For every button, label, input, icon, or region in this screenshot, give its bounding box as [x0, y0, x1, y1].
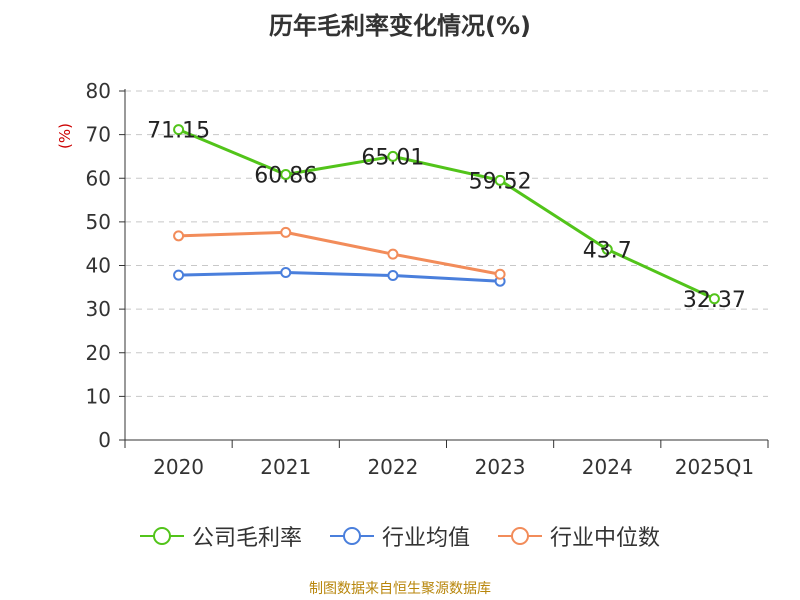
- x-tick-label-2021: 2021: [260, 455, 311, 479]
- data-label-2025Q1: 32.37: [683, 288, 746, 313]
- series-line-2: [178, 230, 501, 276]
- x-tick-label-2024: 2024: [582, 455, 633, 479]
- data-label-2021: 60.86: [254, 163, 317, 188]
- legend-item-industry-mean[interactable]: 行业均值: [329, 520, 470, 552]
- x-tick-label-2023: 2023: [475, 455, 526, 479]
- series-0-point-2025Q1: [708, 293, 720, 305]
- series-2-point-2023: [494, 268, 506, 280]
- data-label-2022: 65.01: [361, 145, 424, 170]
- legend-label-company: 公司毛利率: [191, 526, 302, 551]
- y-tick-label-70: 70: [86, 123, 111, 147]
- data-source-note: 制图数据来自恒生聚源数据库: [309, 581, 491, 597]
- x-tick-label-2022: 2022: [367, 455, 418, 479]
- y-tick-label-60: 60: [86, 166, 111, 190]
- series-0-point-2020: [173, 124, 185, 136]
- series-1-point-2022: [387, 270, 399, 282]
- series-2-point-2021: [280, 226, 292, 238]
- legend-label-industry-median: 行业中位数: [550, 526, 661, 551]
- data-label-2020: 71.15: [147, 119, 210, 144]
- data-label-2023: 59.52: [469, 169, 532, 194]
- y-tick-label-80: 80: [86, 79, 111, 103]
- series-2-point-2020: [173, 230, 185, 242]
- legend-item-industry-median[interactable]: 行业中位数: [498, 520, 660, 552]
- series-1-point-2020: [173, 269, 185, 281]
- series-1-point-2021: [280, 266, 292, 278]
- y-tick-label-40: 40: [86, 254, 111, 278]
- legend-marker-industry-mean: [329, 527, 374, 545]
- series-2-point-2022: [387, 248, 399, 260]
- series-0-point-2024: [601, 243, 613, 255]
- series-line-1: [178, 270, 501, 283]
- y-tick-label-10: 10: [86, 384, 111, 408]
- y-tick-label-0: 0: [98, 428, 111, 452]
- y-tick-label-50: 50: [86, 210, 111, 234]
- chart-legend: 公司毛利率 行业均值 行业中位数: [0, 520, 800, 552]
- data-label-2024: 43.7: [583, 238, 632, 263]
- legend-marker-industry-median: [498, 527, 542, 545]
- series-0-point-2023: [494, 174, 506, 186]
- x-tick-label-2025Q1: 2025Q1: [675, 455, 754, 479]
- y-tick-label-20: 20: [86, 341, 111, 365]
- series-line-0: [178, 128, 716, 301]
- chart-title: 历年毛利率变化情况(%): [269, 12, 531, 40]
- series-0-point-2021: [280, 168, 292, 180]
- chart-plot-area: 0 10 20 30 40 50 60 70 80 2020 2021 2022 2023 2024 202…: [86, 79, 769, 479]
- legend-item-company[interactable]: 公司毛利率: [139, 520, 302, 552]
- x-tick-label-2020: 2020: [153, 455, 204, 479]
- legend-label-industry-mean: 行业均值: [381, 526, 470, 551]
- y-tick-label-30: 30: [86, 297, 111, 321]
- series-0-point-2022: [387, 150, 399, 162]
- legend-marker-company: [139, 527, 184, 545]
